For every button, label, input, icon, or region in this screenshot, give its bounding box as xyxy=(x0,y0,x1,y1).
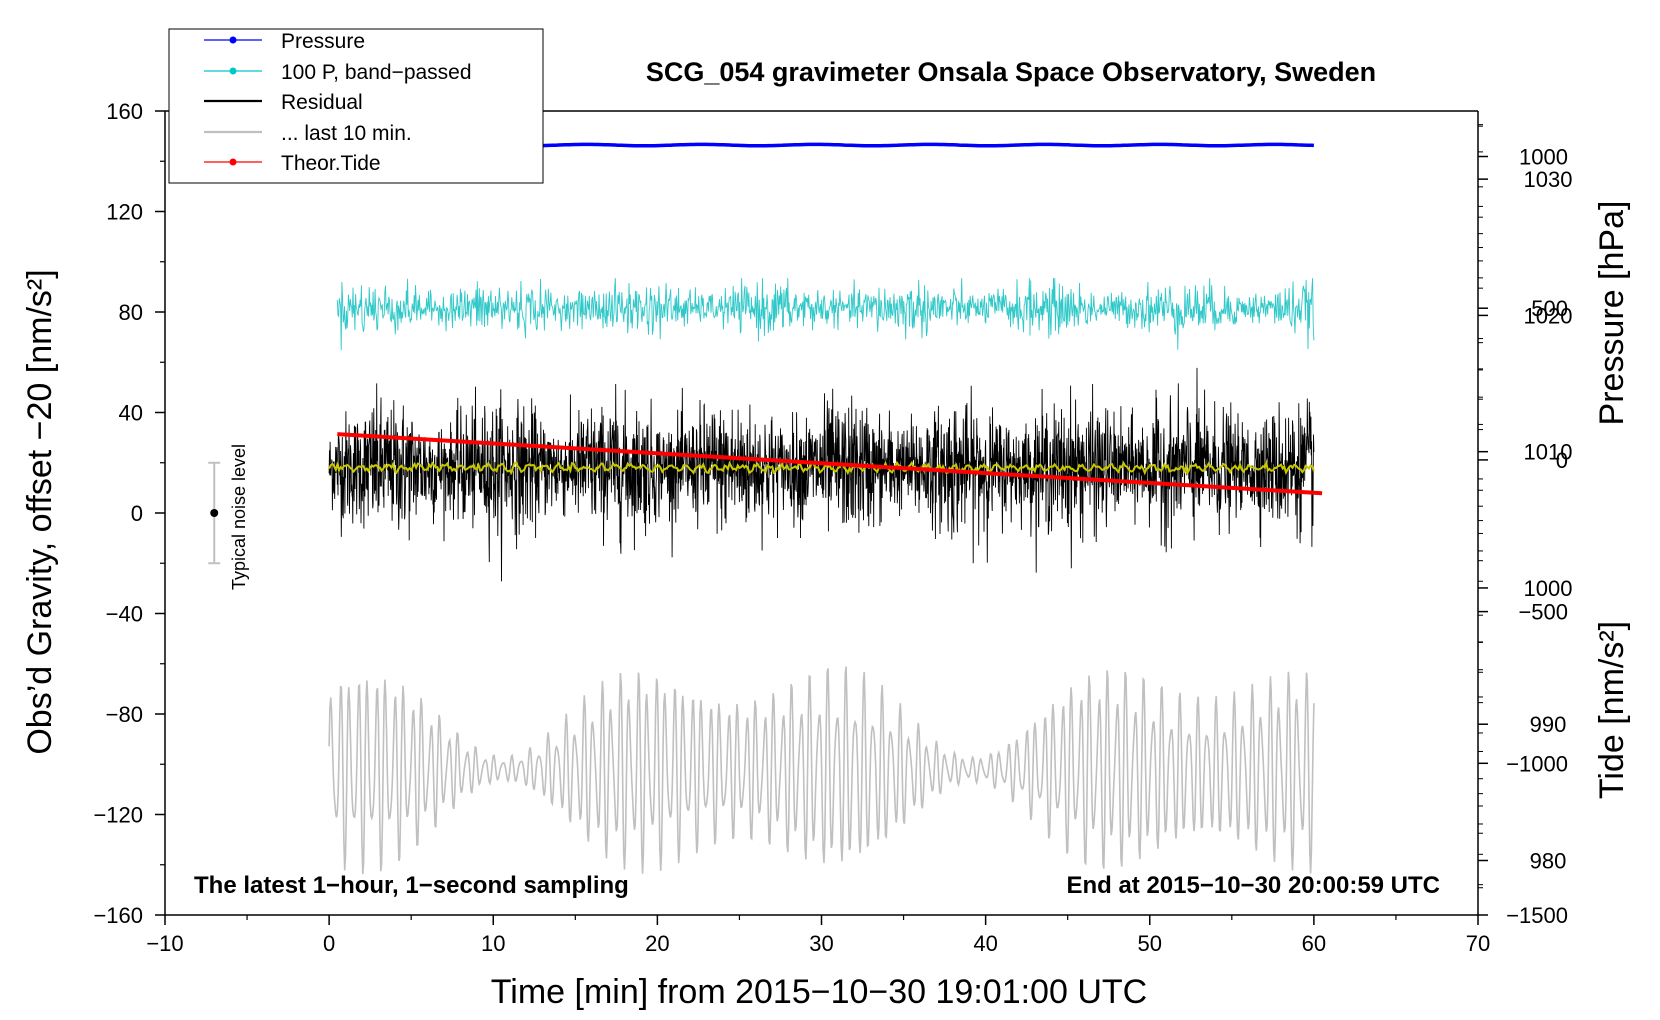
pressure-tick-label: 1020 xyxy=(1524,303,1573,328)
x-tick-label: 0 xyxy=(323,931,335,956)
tide-tick-label: −1500 xyxy=(1506,903,1568,928)
axis-layer: −10 0 10 20 30 40 50 60 7016012080400−40−80−120−… xyxy=(93,99,1572,956)
x-tick-label: 40 xyxy=(973,931,997,956)
legend: Pressure 100 P, band−passed Residual ...… xyxy=(168,28,544,184)
y-tick-label: 120 xyxy=(106,200,143,225)
x-axis-label: Time [min] from 2015−10−30 19:01:00 UTC xyxy=(491,973,1147,1011)
bandpassed-series-line xyxy=(336,278,1315,351)
y-tick-label: 0 xyxy=(131,501,143,526)
y-tick-label: 40 xyxy=(119,401,143,426)
x-tick-label: 30 xyxy=(809,931,833,956)
y-tick-label: 160 xyxy=(106,99,143,124)
legend-swatches xyxy=(204,36,262,166)
pressure-tick-label: 990 xyxy=(1530,712,1567,737)
tide-tick-label: −500 xyxy=(1518,600,1568,625)
legend-label-pressure: Pressure xyxy=(281,30,365,53)
legend-label-last10: ... last 10 min. xyxy=(281,122,412,145)
tide-tick-label: 500 xyxy=(1531,296,1568,321)
last10-series-line xyxy=(328,666,1315,875)
legend-swatch-marker xyxy=(229,67,237,75)
pressure-tick-label: 1030 xyxy=(1524,167,1573,192)
y-tick-label: 80 xyxy=(119,300,143,325)
x-tick-label: 60 xyxy=(1302,931,1326,956)
noise-level-indicator: Typical noise level xyxy=(208,444,249,590)
tide-tick-label: 1000 xyxy=(1519,145,1568,170)
y-axis-label-left: Obs’d Gravity, offset −20 [nm/s²] xyxy=(21,269,59,754)
tide-tick-label: 0 xyxy=(1556,448,1568,473)
pressure-tick-label: 980 xyxy=(1530,848,1567,873)
x-tick-label: 70 xyxy=(1466,931,1490,956)
pressure-tick-label: 1000 xyxy=(1524,576,1573,601)
annotation-bottom-left: The latest 1−hour, 1−second sampling xyxy=(194,872,629,899)
y-tick-label: −40 xyxy=(106,602,143,627)
y-tick-label: −80 xyxy=(106,702,143,727)
legend-swatch-marker xyxy=(229,158,237,166)
y-axis-label-pressure: Pressure [hPa] xyxy=(1593,201,1631,426)
noise-level-center-dot xyxy=(210,509,219,517)
residual-smoothed-line xyxy=(328,459,1315,476)
x-tick-label: −10 xyxy=(146,931,183,956)
x-tick-label: 10 xyxy=(481,931,505,956)
y-tick-label: −160 xyxy=(93,903,143,928)
x-tick-label: 50 xyxy=(1138,931,1162,956)
noise-level-bar xyxy=(208,461,221,565)
pressure-tick-label: 1010 xyxy=(1524,440,1573,465)
legend-label-bandpassed: 100 P, band−passed xyxy=(281,61,472,84)
legend-swatch-marker xyxy=(229,36,237,44)
residual-series-line xyxy=(328,367,1315,582)
y-axis-label-tide: Tide [nm/s²] xyxy=(1593,621,1631,799)
plot-layer xyxy=(328,142,1323,875)
tide-tick-label: −1000 xyxy=(1506,751,1568,776)
legend-box xyxy=(168,28,544,184)
annotation-bottom-right: End at 2015−10−30 20:00:59 UTC xyxy=(1066,872,1440,899)
legend-label-tide: Theor.Tide xyxy=(281,152,381,175)
x-tick-label: 20 xyxy=(645,931,669,956)
noise-level-label: Typical noise level xyxy=(229,444,249,590)
y-tick-label: −120 xyxy=(93,803,143,828)
legend-label-residual: Residual xyxy=(281,91,363,114)
tide-series-line xyxy=(337,432,1323,496)
chart-title: SCG_054 gravimeter Onsala Space Observat… xyxy=(646,57,1376,87)
